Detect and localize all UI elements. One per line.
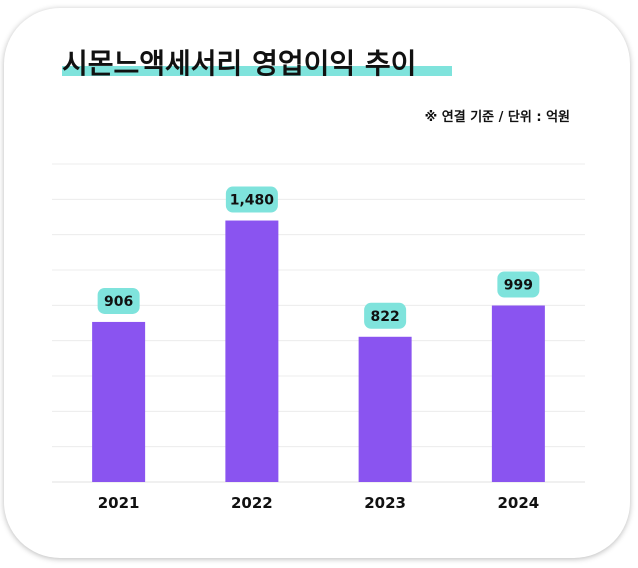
data-label: 1,480 — [230, 193, 275, 209]
data-label: 906 — [104, 294, 133, 310]
x-tick-label: 2023 — [364, 494, 406, 512]
bar — [225, 220, 279, 483]
x-tick-label: 2022 — [231, 494, 273, 512]
x-tick-label: 2024 — [498, 494, 540, 512]
data-label: 999 — [504, 278, 533, 294]
unit-note: ※ 연결 기준 / 단위 : 억원 — [424, 110, 570, 125]
bar — [358, 336, 412, 482]
data-label-bg — [497, 271, 540, 298]
data-label: 822 — [371, 309, 400, 325]
title-highlight — [62, 66, 452, 76]
data-label-bg — [364, 302, 407, 329]
bar — [491, 305, 545, 482]
chart-title: 시몬느액세서리 영업이익 추이 — [62, 47, 417, 80]
data-label-bg — [225, 186, 278, 213]
x-tick-label: 2021 — [98, 494, 140, 512]
title-block: 시몬느액세서리 영업이익 추이 — [62, 42, 452, 82]
data-label-bg — [97, 287, 140, 314]
bar — [92, 321, 146, 482]
